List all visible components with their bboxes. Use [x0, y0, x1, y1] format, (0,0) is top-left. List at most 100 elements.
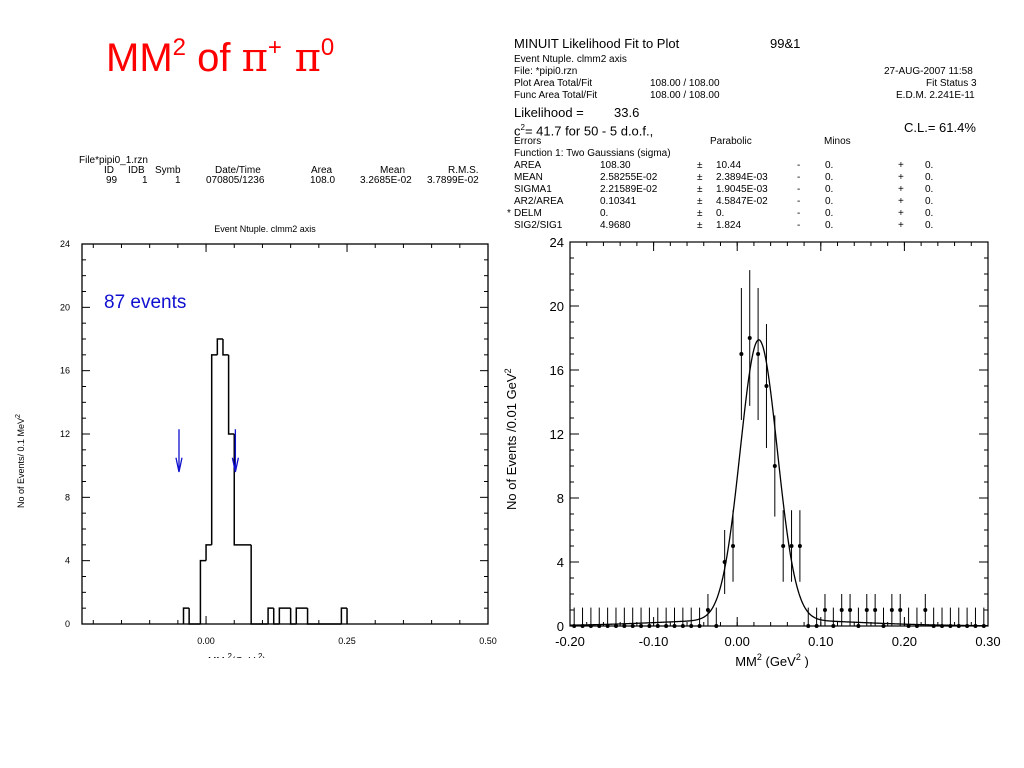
- x-tick-label: 0.50: [479, 636, 497, 646]
- col-area: Area: [311, 165, 333, 176]
- param-err: 1.9045E-03: [716, 184, 768, 195]
- data-point: [839, 608, 844, 612]
- fit-minos-label: Minos: [824, 136, 851, 147]
- xlabel-close: ): [262, 656, 265, 658]
- xlabel-sup2: 2: [258, 652, 263, 658]
- data-point: [664, 624, 669, 628]
- y-tick-label: 16: [550, 363, 564, 378]
- histogram-chart: Event Ntuple. clmm2 axis 0 4 8 12 16 20 24 0.00…: [15, 224, 497, 658]
- param-name: DELM: [514, 208, 542, 219]
- param-pv: 0.: [925, 160, 934, 171]
- fit-plot-id: 99&1: [770, 36, 801, 51]
- y-tick-label: 16: [60, 366, 70, 376]
- xlabel-sup: 2: [227, 652, 232, 658]
- param-name: SIG2/SIG1: [514, 220, 563, 231]
- fit-points: [572, 270, 986, 628]
- param-pm: ±: [697, 208, 703, 219]
- param-pv: 0.: [925, 196, 934, 207]
- data-point: [689, 624, 694, 628]
- fit-edm: E.D.M. 2.241E-11: [896, 90, 975, 101]
- param-mv: 0.: [825, 220, 834, 231]
- param-mv: 0.: [825, 160, 834, 171]
- param-p: +: [898, 184, 904, 195]
- fit-ylabel: No of Events /0.01 GeV2: [503, 368, 519, 510]
- col-rms: R.M.S.: [448, 165, 479, 176]
- data-point: [806, 624, 811, 628]
- file-line: File*pipi0_1.rzn: [79, 155, 148, 166]
- histogram-xlabel: MM 2(GeV 2): [208, 652, 266, 658]
- data-point: [856, 624, 861, 628]
- param-name: AR2/AREA: [514, 196, 564, 207]
- param-mv: 0.: [825, 196, 834, 207]
- param-m: -: [797, 160, 801, 171]
- data-point: [814, 624, 819, 628]
- y-tick-label: 12: [60, 429, 70, 439]
- val-idb: 1: [142, 175, 148, 186]
- x-tick-label: 0.30: [975, 634, 1000, 649]
- param-pv: 0.: [925, 184, 934, 195]
- data-point: [639, 624, 644, 628]
- col-datetime: Date/Time: [215, 165, 261, 176]
- param-err: 0.: [716, 208, 725, 219]
- param-err: 2.3894E-03: [716, 172, 768, 183]
- val-rms: 3.7899E-02: [427, 175, 479, 186]
- title-pi-plus-sup: +: [267, 34, 282, 61]
- data-point: [739, 352, 744, 356]
- fit-chi2-text: = 41.7 for 50 - 5 d.o.f.,: [524, 123, 654, 139]
- title-pi-plus: π: [241, 35, 268, 81]
- x-tick-label: 0.00: [725, 634, 750, 649]
- param-pm: ±: [697, 220, 703, 231]
- data-point: [764, 384, 769, 388]
- param-pv: 0.: [925, 172, 934, 183]
- fit-likelihood-label: Likelihood =: [514, 105, 584, 120]
- data-point: [923, 608, 928, 612]
- param-mv: 0.: [825, 184, 834, 195]
- fit-function: Function 1: Two Gaussians (sigma): [514, 148, 671, 159]
- param-p: +: [898, 196, 904, 207]
- x-tick-label: 0.25: [338, 636, 356, 646]
- col-id: ID: [104, 165, 114, 176]
- param-value: 0.10341: [600, 196, 637, 207]
- data-point: [622, 624, 627, 628]
- param-err: 10.44: [716, 160, 742, 171]
- title-pi-zero-sup: 0: [320, 34, 335, 61]
- fit-status: Fit Status 3: [926, 78, 977, 89]
- param-name: SIGMA1: [514, 184, 552, 195]
- histogram-steps: [182, 338, 348, 625]
- slide-title: MM2 of π+ π0: [106, 34, 334, 81]
- data-point: [613, 624, 618, 628]
- fit-curve: [569, 339, 989, 627]
- y-tick-label: 4: [557, 555, 564, 570]
- y-tick-label: 24: [550, 235, 564, 250]
- param-value: 0.: [600, 208, 609, 219]
- fit-date: 27-AUG-2007 11:58: [884, 66, 973, 77]
- histogram-ticks: 0 4 8 12 16 20 24 0.00 0.25 0.50: [60, 239, 497, 646]
- fit-frame: [569, 241, 989, 627]
- fit-ylabel-sup: 2: [503, 368, 513, 373]
- fit-ntuple: Event Ntuple. clmm2 axis: [514, 54, 627, 65]
- val-id: 99: [106, 175, 118, 186]
- fit-xlabel-close: ): [801, 654, 809, 668]
- histogram-title: Event Ntuple. clmm2 axis: [214, 224, 316, 234]
- param-m: -: [797, 184, 801, 195]
- param-pv: 0.: [925, 208, 934, 219]
- histogram-ylabel: No of Events/ 0.1 MeV2: [15, 414, 26, 508]
- fit-plot-area-value: 108.00 / 108.00: [650, 78, 720, 89]
- fit-xlabel-unit: (GeV: [762, 654, 796, 668]
- y-tick-label: 12: [550, 427, 564, 442]
- data-point: [647, 624, 652, 628]
- col-idb: IDB: [128, 165, 145, 176]
- col-mean: Mean: [380, 165, 406, 176]
- fit-func-area-value: 108.00 / 108.00: [650, 90, 720, 101]
- fit-chi2: c2= 41.7 for 50 - 5 d.o.f.,: [514, 122, 653, 137]
- fit-chart: 0 4 8 12 16 20 24 -0.20 -0.10 0.00 0.10 0.20 0.30 MM…: [503, 235, 1001, 668]
- fit-ticks: 0 4 8 12 16 20 24 -0.20 -0.10 0.00 0.10 0.20 0.30: [550, 235, 1001, 649]
- fit-parabolic-label: Parabolic: [710, 136, 752, 147]
- param-m: -: [797, 196, 801, 207]
- param-pm: ±: [697, 160, 703, 171]
- y-tick-label: 4: [65, 556, 70, 566]
- x-tick-label: -0.10: [639, 634, 669, 649]
- data-point: [864, 608, 869, 612]
- param-mv: 0.: [825, 208, 834, 219]
- x-tick-label: 0.20: [892, 634, 917, 649]
